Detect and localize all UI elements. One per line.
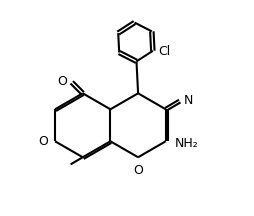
Text: Cl: Cl [159,45,171,58]
Text: NH₂: NH₂ [174,137,198,150]
Text: N: N [184,94,194,107]
Text: O: O [57,75,67,88]
Text: O: O [38,135,48,148]
Text: O: O [133,164,143,177]
